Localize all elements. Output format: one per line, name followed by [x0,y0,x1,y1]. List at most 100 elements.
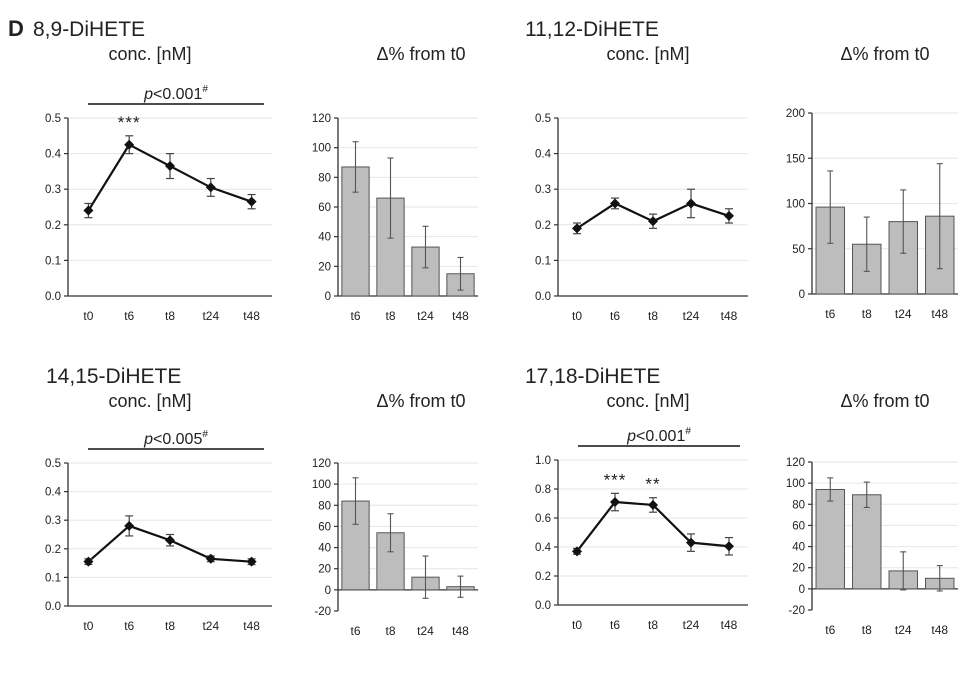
chart-4-bar: 0 50 100 150 200 t6 t8 t24 t48 [786,108,958,321]
x-tick-label: t48 [452,309,469,323]
data-point [247,557,257,567]
chart-5-line: 0.00.10.20.30.40.5t0 t6 t8 t24 t48p<0.005# [45,429,272,633]
y-tick-label: 0 [799,289,805,301]
x-tick-label: t6 [610,618,620,632]
x-tick-label: t6 [124,309,134,323]
y-tick-label: 0.0 [45,601,61,613]
x-tick-label: t0 [83,309,93,323]
y-tick-label: -20 [788,605,805,617]
x-tick-label: t24 [202,309,219,323]
line-title-4: conc. [nM] [606,391,689,411]
x-tick-label: t48 [243,309,260,323]
chart-2-bar: 0 20 40 60 80 100 120 t6 t8 t24 t48 [312,113,478,323]
chart-1-line: 0.00.10.20.30.40.5t0 t6 t8 t24 t48p<0.001#**… [45,84,272,323]
y-tick-label: 150 [786,153,805,165]
x-tick-label: t24 [202,619,219,633]
y-tick-label: 0.4 [535,149,552,161]
line-title-2: conc. [nM] [606,44,689,64]
y-tick-label: 40 [318,232,331,244]
bar-title-4: Δ% from t0 [840,391,929,411]
bar-title-3: Δ% from t0 [376,391,465,411]
data-point [124,140,134,150]
y-tick-label: 0.1 [535,255,551,267]
y-tick-label: 0.3 [45,515,61,527]
data-point [206,182,216,192]
y-tick-label: 0.5 [45,458,61,470]
p-value-label: p<0.001# [143,84,208,103]
chart-3-line: 0.00.10.20.30.40.5t0 t6 t8 t24 t48 [535,113,748,323]
y-tick-label: 0.4 [535,542,552,554]
y-tick-label: 20 [792,563,805,575]
compound-name-3: 14,15-DiHETE [46,365,181,388]
data-point [686,198,696,208]
x-tick-label: t48 [721,309,738,323]
x-tick-label: t24 [683,309,700,323]
data-point [247,197,257,207]
x-tick-label: t24 [417,624,434,638]
data-point [83,206,93,216]
bar [853,495,881,589]
x-tick-label: t24 [895,307,912,321]
y-tick-label: 0.6 [535,513,551,525]
p-value-label: p<0.001# [626,426,691,445]
y-tick-label: 0.1 [45,255,61,267]
y-tick-label: 60 [318,521,331,533]
significance-stars: *** [604,470,627,489]
y-tick-label: 0.4 [45,149,62,161]
y-tick-label: 20 [318,261,331,273]
y-tick-label: 120 [312,113,331,125]
y-tick-label: 0 [325,291,331,303]
y-tick-label: 60 [792,520,805,532]
y-tick-label: 0.1 [45,572,61,584]
y-tick-label: 120 [312,458,331,470]
x-tick-label: t0 [572,618,582,632]
x-tick-label: t48 [931,623,948,637]
y-tick-label: 0.2 [45,220,61,232]
y-tick-label: 80 [318,172,331,184]
y-tick-label: 100 [312,143,331,155]
x-tick-label: t48 [452,624,469,638]
y-tick-label: 200 [786,108,805,120]
compound-name-2: 11,12-DiHETE [525,18,659,41]
bar-title-2: Δ% from t0 [840,44,929,64]
x-tick-label: t8 [385,309,395,323]
y-tick-label: 0.5 [535,113,551,125]
x-tick-label: t8 [165,619,175,633]
data-point [165,535,175,545]
x-tick-label: t8 [385,624,395,638]
y-tick-label: 1.0 [535,455,551,467]
p-value-label: p<0.005# [143,429,208,448]
significance-stars: *** [118,113,141,132]
data-point [206,554,216,564]
x-tick-label: t6 [825,623,835,637]
y-tick-label: 120 [786,457,805,469]
y-tick-label: 0.4 [45,487,62,499]
line-title-1: conc. [nM] [108,44,191,64]
y-tick-label: 80 [318,500,331,512]
chart-6-bar: -20 0 20 40 60 80 100 120 t6 t8 t24 t48 [312,458,478,638]
y-tick-label: 0.0 [535,600,551,612]
x-tick-label: t6 [124,619,134,633]
y-tick-label: 0 [799,584,805,596]
x-tick-label: t8 [862,623,872,637]
y-tick-label: 100 [786,478,805,490]
bar-title-1: Δ% from t0 [376,44,465,64]
data-point [165,161,175,171]
x-tick-label: t6 [350,624,360,638]
y-tick-label: 40 [792,542,805,554]
x-tick-label: t24 [417,309,434,323]
compound-name-1: 8,9-DiHETE [33,18,145,41]
y-tick-label: 60 [318,202,331,214]
x-tick-label: t6 [610,309,620,323]
chart-8-bar: -20 0 20 40 60 80 100 120 t6 t8 t24 t48 [786,457,958,637]
y-tick-label: -20 [314,606,331,618]
x-tick-label: t8 [648,618,658,632]
data-point [724,211,734,221]
x-tick-label: t8 [165,309,175,323]
data-point [724,541,734,551]
x-tick-label: t48 [721,618,738,632]
x-tick-label: t24 [895,623,912,637]
y-tick-label: 0.3 [535,184,551,196]
y-tick-label: 20 [318,564,331,576]
